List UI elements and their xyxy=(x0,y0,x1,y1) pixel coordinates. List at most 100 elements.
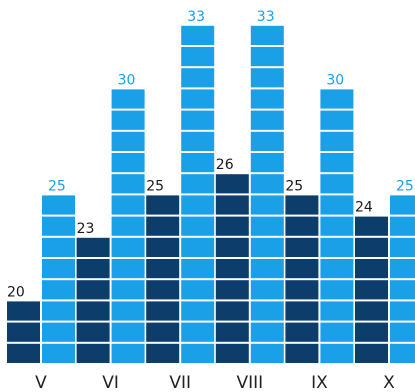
data-label: 25 xyxy=(285,178,303,194)
x-tick-label: VII xyxy=(169,373,191,392)
bar-segment xyxy=(111,174,145,194)
bar-segment xyxy=(285,216,319,236)
bar-segment xyxy=(250,153,284,173)
bar-segment xyxy=(285,322,319,342)
bar-segment xyxy=(42,195,75,215)
bar-segment xyxy=(215,322,249,342)
bar-segment xyxy=(42,216,75,236)
bar-segment xyxy=(250,131,284,151)
bar-segment xyxy=(355,259,388,279)
bar-segment xyxy=(111,322,145,342)
data-label: 25 xyxy=(146,178,164,194)
bar-segment xyxy=(146,195,180,215)
bar-segment xyxy=(215,343,249,363)
bar-segment xyxy=(181,110,215,130)
data-label: 26 xyxy=(216,157,234,173)
x-axis-ticks: V VI VII VIII IX X xyxy=(35,373,395,392)
bar-segment xyxy=(320,195,354,215)
bar-segment xyxy=(76,259,110,279)
x-tick-label: VI xyxy=(102,373,119,392)
bar-segment xyxy=(250,280,284,300)
bar-segment xyxy=(42,237,75,257)
bar-segment xyxy=(76,322,110,342)
bar-segment xyxy=(355,280,388,300)
bar-segment xyxy=(146,237,180,257)
bar-segment xyxy=(181,216,215,236)
bar-segment xyxy=(146,259,180,279)
bar-segment xyxy=(181,259,215,279)
bar-segment xyxy=(111,301,145,321)
bar-segment xyxy=(320,153,354,173)
data-label: 33 xyxy=(187,9,205,25)
x-tick-label: VIII xyxy=(236,373,263,392)
bar-segment xyxy=(146,216,180,236)
data-label: 30 xyxy=(118,72,136,88)
bar-segment xyxy=(76,301,110,321)
bar-segment xyxy=(181,322,215,342)
bar-segment xyxy=(76,343,110,363)
bar-segment xyxy=(215,301,249,321)
bar-segment xyxy=(390,301,415,321)
x-tick-label: IX xyxy=(311,373,328,392)
bar-segment xyxy=(146,322,180,342)
bar-segment xyxy=(250,322,284,342)
bar-segment xyxy=(7,301,40,321)
bar-segment xyxy=(111,89,145,109)
data-label: 25 xyxy=(48,178,66,194)
bar-segment xyxy=(320,280,354,300)
bar-segment xyxy=(181,237,215,257)
bar-segment xyxy=(111,280,145,300)
bar-segment xyxy=(250,195,284,215)
bar-segment xyxy=(355,322,388,342)
data-label: 24 xyxy=(355,200,373,216)
bar-segment xyxy=(7,343,40,363)
bar-segment xyxy=(181,174,215,194)
bar-segment xyxy=(355,343,388,363)
data-label: 33 xyxy=(257,9,275,25)
bar-segment xyxy=(76,280,110,300)
bar-segment xyxy=(215,195,249,215)
bar-segment xyxy=(42,280,75,300)
bar-segment xyxy=(111,259,145,279)
bar-segment xyxy=(285,301,319,321)
bar-segment xyxy=(250,89,284,109)
bar-segment xyxy=(320,237,354,257)
bar-segment xyxy=(181,25,215,45)
bar-segment xyxy=(390,195,415,215)
bar-segment xyxy=(146,343,180,363)
bar-segment xyxy=(285,237,319,257)
bar-segment xyxy=(390,322,415,342)
bar-segment xyxy=(250,110,284,130)
bar-segment xyxy=(215,259,249,279)
bar-segment xyxy=(320,110,354,130)
data-label: 30 xyxy=(326,72,344,88)
bar-segment xyxy=(111,237,145,257)
data-label: 23 xyxy=(77,221,95,237)
bar-segment xyxy=(390,280,415,300)
data-label: 25 xyxy=(396,178,414,194)
bar-segment xyxy=(250,68,284,88)
bar-segment xyxy=(250,25,284,45)
bar-segment xyxy=(215,237,249,257)
bar-segment xyxy=(42,343,75,363)
bar-segment xyxy=(7,322,40,342)
bar-segment xyxy=(250,47,284,67)
bar-segment xyxy=(181,47,215,67)
bar-segment xyxy=(285,195,319,215)
bar-segment xyxy=(320,131,354,151)
bar-segment xyxy=(181,153,215,173)
bar-segment xyxy=(76,237,110,257)
bar-segment xyxy=(42,301,75,321)
bar-segment xyxy=(250,301,284,321)
bar-segment xyxy=(390,259,415,279)
bars-layer xyxy=(7,25,415,363)
bar-segment xyxy=(215,280,249,300)
bar-segment xyxy=(42,322,75,342)
bar-segment xyxy=(111,110,145,130)
bar-segment xyxy=(390,216,415,236)
bar-segment xyxy=(285,280,319,300)
bar-segment xyxy=(250,216,284,236)
bar-segment xyxy=(111,343,145,363)
bar-segment xyxy=(146,301,180,321)
